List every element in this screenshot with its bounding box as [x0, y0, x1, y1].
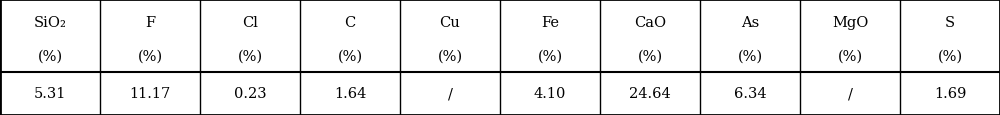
Text: C: C — [344, 16, 356, 30]
Text: (%): (%) — [237, 49, 263, 63]
Text: (%): (%) — [537, 49, 563, 63]
Text: 5.31: 5.31 — [34, 86, 66, 100]
Text: Cu: Cu — [440, 16, 460, 30]
Text: 1.64: 1.64 — [334, 86, 366, 100]
Text: /: / — [448, 86, 452, 100]
Text: Cl: Cl — [242, 16, 258, 30]
Text: (%): (%) — [137, 49, 163, 63]
Text: (%): (%) — [737, 49, 763, 63]
Text: (%): (%) — [437, 49, 463, 63]
Text: CaO: CaO — [634, 16, 666, 30]
Text: MgO: MgO — [832, 16, 868, 30]
Text: 11.17: 11.17 — [129, 86, 171, 100]
Text: 0.23: 0.23 — [234, 86, 266, 100]
Text: S: S — [945, 16, 955, 30]
Text: (%): (%) — [337, 49, 363, 63]
Text: As: As — [741, 16, 759, 30]
Text: /: / — [848, 86, 852, 100]
Text: SiO₂: SiO₂ — [34, 16, 66, 30]
Text: (%): (%) — [37, 49, 63, 63]
Text: (%): (%) — [837, 49, 863, 63]
Text: Fe: Fe — [541, 16, 559, 30]
Text: 4.10: 4.10 — [534, 86, 566, 100]
Text: 24.64: 24.64 — [629, 86, 671, 100]
Text: 6.34: 6.34 — [734, 86, 766, 100]
Text: (%): (%) — [637, 49, 663, 63]
Text: F: F — [145, 16, 155, 30]
Text: 1.69: 1.69 — [934, 86, 966, 100]
Text: (%): (%) — [937, 49, 963, 63]
